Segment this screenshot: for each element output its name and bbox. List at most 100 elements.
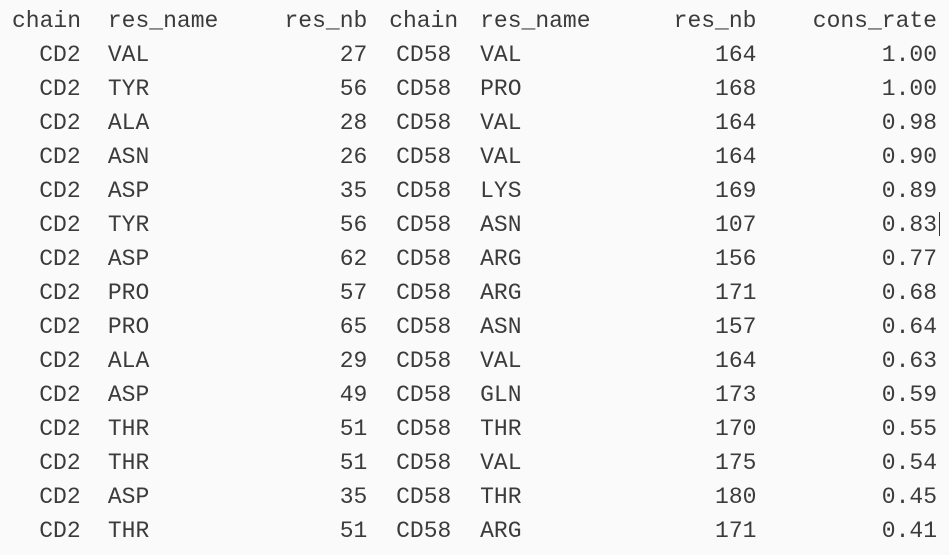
cell-resname-2: ASN xyxy=(480,310,632,344)
cell-resnb-2: 168 xyxy=(632,72,756,106)
cell-resname-1: ASP xyxy=(108,242,255,276)
cell-chain-1: CD2 xyxy=(12,276,108,310)
cell-resnb-2: 107 xyxy=(632,208,756,242)
cell-resname-2: VAL xyxy=(480,140,632,174)
cell-resname-2: LYS xyxy=(480,174,632,208)
table-row: CD2THR51CD58VAL1750.54 xyxy=(12,446,937,480)
cell-resname-1: THR xyxy=(108,412,255,446)
header-resnb-2: res_nb xyxy=(632,4,756,38)
table-row: CD2PRO57CD58ARG1710.68 xyxy=(12,276,937,310)
cell-resnb-1: 51 xyxy=(255,412,368,446)
cell-chain-1: CD2 xyxy=(12,72,108,106)
cell-consrate: 0.77 xyxy=(756,242,937,276)
cell-resname-1: PRO xyxy=(108,276,255,310)
header-chain-1: chain xyxy=(12,4,108,38)
cell-resname-1: TYR xyxy=(108,208,255,242)
cell-chain-1: CD2 xyxy=(12,480,108,514)
cell-chain-2: CD58 xyxy=(367,242,480,276)
cell-resnb-1: 49 xyxy=(255,378,368,412)
cell-resname-1: ASP xyxy=(108,378,255,412)
cell-resname-1: ALA xyxy=(108,344,255,378)
cell-chain-1: CD2 xyxy=(12,378,108,412)
cell-chain-1: CD2 xyxy=(12,446,108,480)
cell-resnb-1: 65 xyxy=(255,310,368,344)
cell-chain-1: CD2 xyxy=(12,242,108,276)
cell-resnb-2: 169 xyxy=(632,174,756,208)
table-row: CD2ASP35CD58THR1800.45 xyxy=(12,480,937,514)
cell-resname-2: VAL xyxy=(480,106,632,140)
table-row: CD2ASP49CD58GLN1730.59 xyxy=(12,378,937,412)
cell-resname-2: GLN xyxy=(480,378,632,412)
cell-chain-2: CD58 xyxy=(367,378,480,412)
cell-resnb-2: 180 xyxy=(632,480,756,514)
cell-consrate: 0.83 xyxy=(756,208,937,242)
table-row: CD2ALA29CD58VAL1640.63 xyxy=(12,344,937,378)
cell-resname-1: THR xyxy=(108,446,255,480)
cell-resnb-2: 157 xyxy=(632,310,756,344)
cell-chain-2: CD58 xyxy=(367,344,480,378)
cell-resnb-1: 57 xyxy=(255,276,368,310)
header-consrate: cons_rate xyxy=(756,4,937,38)
cell-resname-1: TYR xyxy=(108,72,255,106)
cell-resnb-1: 28 xyxy=(255,106,368,140)
cell-resnb-1: 56 xyxy=(255,72,368,106)
cell-resnb-1: 26 xyxy=(255,140,368,174)
cell-chain-1: CD2 xyxy=(12,106,108,140)
cell-resnb-2: 170 xyxy=(632,412,756,446)
cell-chain-2: CD58 xyxy=(367,514,480,548)
cell-resname-2: VAL xyxy=(480,446,632,480)
cell-resname-2: ASN xyxy=(480,208,632,242)
cell-resnb-1: 27 xyxy=(255,38,368,72)
cell-consrate: 0.90 xyxy=(756,140,937,174)
cell-consrate: 0.41 xyxy=(756,514,937,548)
cell-consrate: 1.00 xyxy=(756,72,937,106)
cell-chain-2: CD58 xyxy=(367,412,480,446)
cell-consrate: 0.55 xyxy=(756,412,937,446)
cell-resname-2: THR xyxy=(480,480,632,514)
cell-resname-1: ASP xyxy=(108,174,255,208)
cell-resnb-2: 173 xyxy=(632,378,756,412)
cell-resname-1: ALA xyxy=(108,106,255,140)
cell-resname-2: ARG xyxy=(480,242,632,276)
cell-chain-1: CD2 xyxy=(12,412,108,446)
cell-resnb-1: 51 xyxy=(255,446,368,480)
cell-chain-2: CD58 xyxy=(367,276,480,310)
cell-chain-1: CD2 xyxy=(12,38,108,72)
residue-contact-table: chain res_name res_nb chain res_name res… xyxy=(12,4,937,549)
cell-consrate: 0.54 xyxy=(756,446,937,480)
cell-chain-2: CD58 xyxy=(367,208,480,242)
cell-consrate: 0.89 xyxy=(756,174,937,208)
cell-resname-2: THR xyxy=(480,412,632,446)
cell-resnb-2: 171 xyxy=(632,514,756,548)
table-row: CD2VAL27CD58VAL1641.00 xyxy=(12,38,937,72)
cell-chain-2: CD58 xyxy=(367,174,480,208)
cell-chain-2: CD58 xyxy=(367,106,480,140)
table-header-row: chain res_name res_nb chain res_name res… xyxy=(12,4,937,38)
cell-resname-1: ASP xyxy=(108,480,255,514)
cell-resname-2: VAL xyxy=(480,344,632,378)
table-row: CD2ASP62CD58ARG1560.77 xyxy=(12,242,937,276)
table-row: CD2PRO65CD58ASN1570.64 xyxy=(12,310,937,344)
cell-chain-2: CD58 xyxy=(367,446,480,480)
cell-resname-2: VAL xyxy=(480,38,632,72)
cell-resname-1: THR xyxy=(108,514,255,548)
cell-consrate: 0.59 xyxy=(756,378,937,412)
cell-chain-2: CD58 xyxy=(367,140,480,174)
cell-resnb-2: 164 xyxy=(632,140,756,174)
table-row: CD2ALA28CD58VAL1640.98 xyxy=(12,106,937,140)
cell-resname-1: PRO xyxy=(108,310,255,344)
table-body: CD2VAL27CD58VAL1641.00CD2TYR56CD58PRO168… xyxy=(12,38,937,548)
cell-chain-1: CD2 xyxy=(12,310,108,344)
cell-chain-2: CD58 xyxy=(367,72,480,106)
cell-chain-2: CD58 xyxy=(367,310,480,344)
cell-chain-2: CD58 xyxy=(367,480,480,514)
cell-resnb-2: 164 xyxy=(632,344,756,378)
cell-resnb-1: 29 xyxy=(255,344,368,378)
cell-chain-1: CD2 xyxy=(12,344,108,378)
cell-resnb-2: 164 xyxy=(632,38,756,72)
header-resname-2: res_name xyxy=(480,4,632,38)
table-row: CD2THR51CD58THR1700.55 xyxy=(12,412,937,446)
cell-consrate: 0.64 xyxy=(756,310,937,344)
cell-consrate: 0.68 xyxy=(756,276,937,310)
cell-resnb-2: 164 xyxy=(632,106,756,140)
